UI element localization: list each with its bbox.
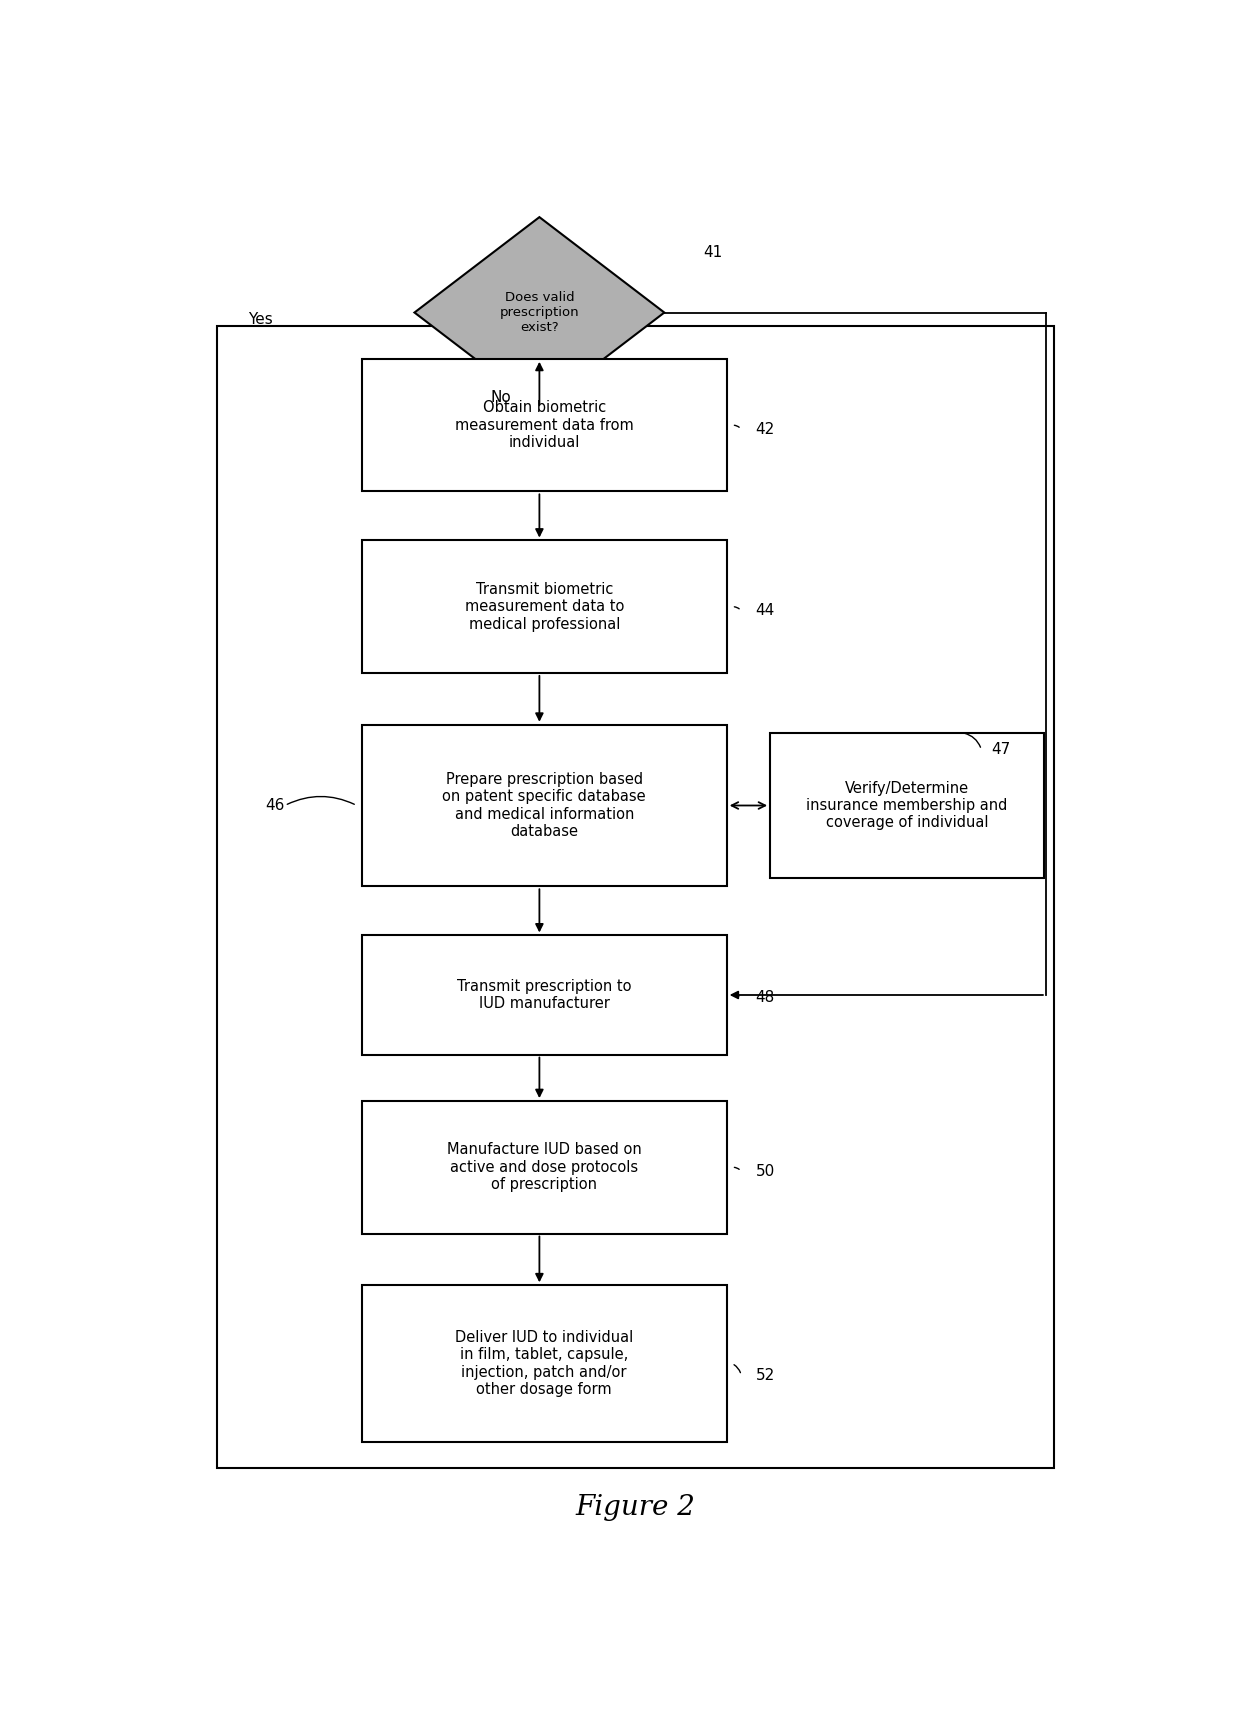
Polygon shape — [414, 217, 665, 408]
Text: 47: 47 — [991, 742, 1011, 757]
Bar — [362, 360, 727, 492]
Text: Obtain biometric
measurement data from
individual: Obtain biometric measurement data from i… — [455, 401, 634, 451]
Text: 41: 41 — [703, 246, 722, 260]
Bar — [362, 936, 727, 1055]
Text: Transmit biometric
measurement data to
medical professional: Transmit biometric measurement data to m… — [465, 582, 624, 632]
Text: Verify/Determine
insurance membership and
coverage of individual: Verify/Determine insurance membership an… — [806, 781, 1008, 831]
Text: 46: 46 — [265, 799, 285, 812]
Bar — [362, 1286, 727, 1442]
Text: Yes: Yes — [248, 312, 273, 327]
Text: 50: 50 — [755, 1163, 775, 1179]
Text: 52: 52 — [755, 1368, 775, 1382]
Text: 44: 44 — [755, 602, 775, 618]
Text: Figure 2: Figure 2 — [575, 1494, 696, 1521]
Text: 48: 48 — [755, 990, 775, 1005]
Bar — [362, 1101, 727, 1234]
Text: 42: 42 — [755, 422, 775, 437]
Bar — [770, 733, 1044, 878]
Text: Prepare prescription based
on patent specific database
and medical information
d: Prepare prescription based on patent spe… — [443, 773, 646, 840]
Bar — [217, 325, 1054, 1468]
Text: Manufacture IUD based on
active and dose protocols
of prescription: Manufacture IUD based on active and dose… — [446, 1143, 641, 1193]
Bar — [362, 540, 727, 673]
Text: Deliver IUD to individual
in film, tablet, capsule,
injection, patch and/or
othe: Deliver IUD to individual in film, table… — [455, 1330, 634, 1397]
Text: Transmit prescription to
IUD manufacturer: Transmit prescription to IUD manufacture… — [458, 979, 631, 1012]
Text: Does valid
prescription
exist?: Does valid prescription exist? — [500, 291, 579, 334]
Bar — [362, 725, 727, 886]
Text: No: No — [491, 391, 511, 404]
